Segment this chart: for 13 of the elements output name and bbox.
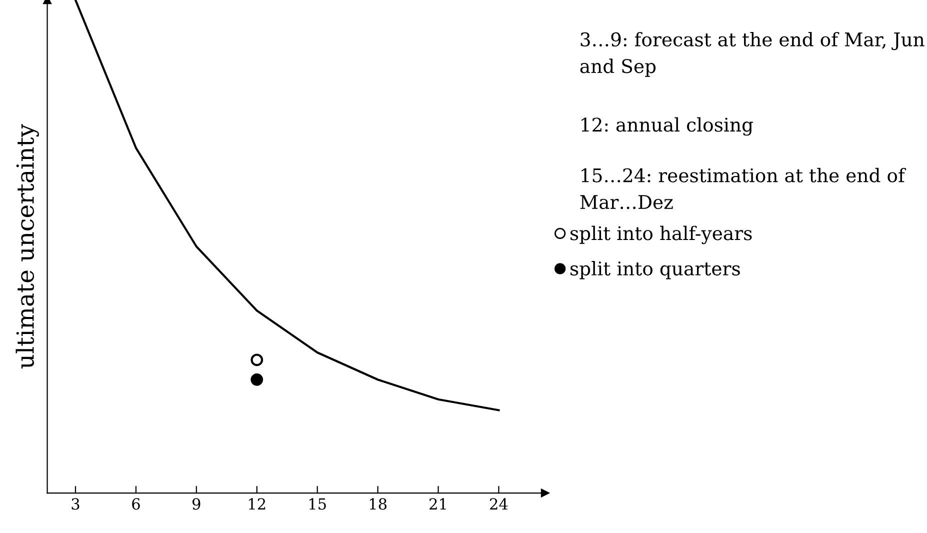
x-tick-label: 24	[490, 498, 508, 510]
y-axis-title: ultimate uncertainty	[16, 124, 39, 369]
x-tick-label: 9	[192, 498, 200, 510]
x-tick-label: 12	[249, 498, 266, 510]
legend-label: split into half-years	[570, 226, 752, 244]
x-tick-label: 3	[72, 498, 80, 510]
x-tick-label: 18	[370, 498, 386, 510]
x-tick-label: 15	[309, 498, 326, 510]
x-tick-label: 6	[132, 498, 140, 510]
text: 12: annual closing	[582, 117, 753, 136]
text: 3…9: forecast at the end of Mar, Jun and Sep	[580, 32, 924, 77]
legend-label: split into quarters	[570, 261, 740, 280]
x-tick-label: 21	[430, 498, 446, 510]
